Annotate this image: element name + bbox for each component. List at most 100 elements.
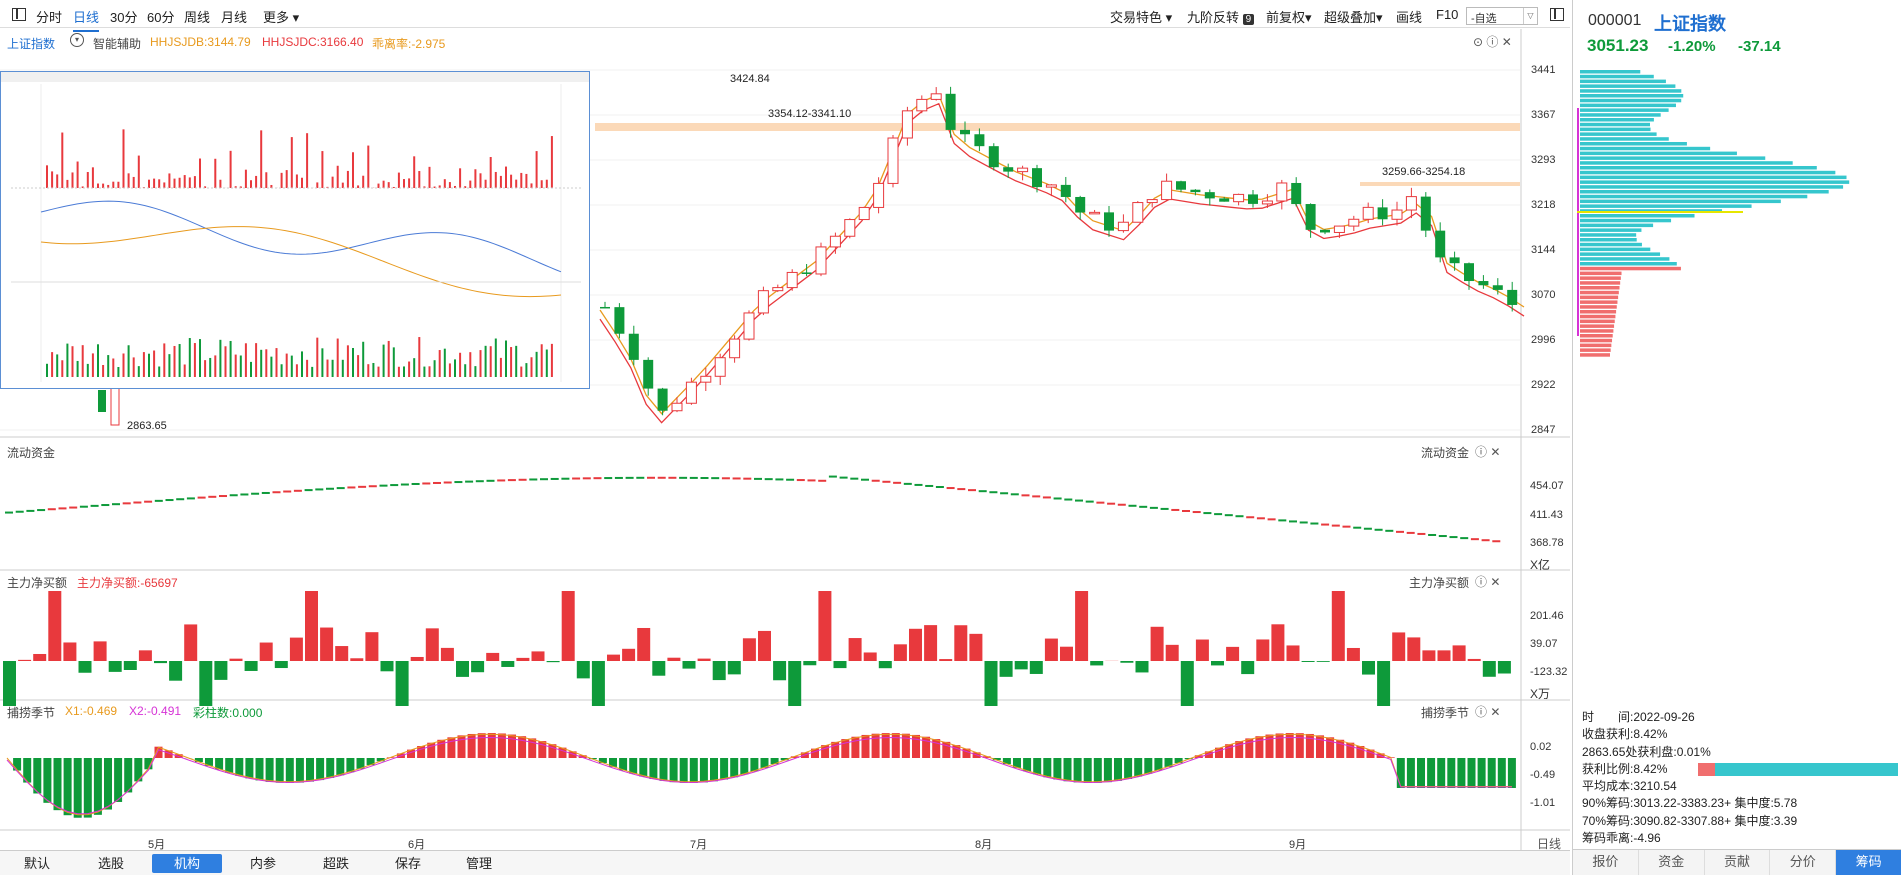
bottom-tab-default[interactable]: 默认 — [23, 856, 50, 871]
overlay-menu[interactable]: 超级叠加▾ — [1324, 10, 1383, 25]
top-toolbar: 分时 日线 30分 60分 周线 月线 更多 ▾ 交易特色 ▾ 九阶反转 9 前… — [0, 0, 1570, 32]
chip-info-bias: 筹码乖离:-4.96 — [1582, 831, 1661, 846]
bottom-tab-select[interactable]: 选股 — [97, 856, 124, 871]
sidebar-toggle-icon[interactable] — [1550, 8, 1564, 21]
mainflow-title-right: 主力净买额 — [1409, 576, 1470, 590]
intraday-preview-popup[interactable] — [0, 71, 590, 389]
bottom-tab-institution[interactable]: 机构 — [152, 854, 222, 873]
season-bar — [1346, 742, 1355, 758]
inset-volume-bar — [479, 350, 482, 377]
mainflow-bar — [773, 661, 787, 681]
inset-bar — [530, 183, 533, 188]
chip-bar — [1580, 161, 1793, 165]
season-bar — [255, 758, 264, 781]
liquidity-mark — [978, 490, 987, 493]
mainflow-bar — [893, 644, 907, 661]
bottom-tab-save[interactable]: 保存 — [394, 856, 421, 871]
period-tab-30min[interactable]: 30分 — [110, 10, 138, 25]
assist-toggle-icon[interactable]: ▾ — [70, 33, 84, 47]
season-bar — [821, 745, 830, 758]
candle-up — [1391, 209, 1403, 220]
mainflow-controls-icon[interactable]: ⓘ ✕ — [1475, 575, 1501, 589]
inset-bar — [306, 133, 309, 188]
season-bar — [598, 758, 607, 764]
bottom-tab-manage[interactable]: 管理 — [465, 856, 492, 871]
liquidity-mark — [186, 497, 195, 500]
side-tab-quote[interactable]: 报价 — [1573, 850, 1639, 875]
liquidity-mark — [336, 487, 345, 490]
season-bar — [1002, 758, 1011, 765]
mainflow-bar — [1120, 661, 1134, 663]
liquidity-mark — [1278, 519, 1287, 522]
season-controls-icon[interactable]: ⓘ ✕ — [1475, 705, 1501, 719]
more-dropdown[interactable]: 更多 ▾ — [263, 10, 300, 25]
side-tab-chips[interactable]: 筹码 — [1836, 850, 1901, 875]
mainflow-bar — [984, 661, 998, 706]
chip-bar — [1580, 281, 1621, 285]
liquidity-mark — [743, 477, 752, 480]
season-bar — [528, 738, 537, 758]
chip-bar — [1580, 348, 1611, 352]
season-bar — [447, 737, 456, 758]
mainflow-bar — [1286, 645, 1300, 661]
liquidity-controls-icon[interactable]: ⓘ ✕ — [1475, 445, 1501, 459]
inset-volume-bar — [107, 355, 110, 377]
f10-button[interactable]: F10 — [1436, 7, 1459, 22]
period-tab-weekly[interactable]: 周线 — [184, 10, 211, 25]
candle-down — [801, 272, 812, 274]
candle-down — [657, 388, 668, 411]
chevron-down-icon[interactable]: ▽ — [1523, 8, 1537, 24]
inset-bar — [214, 158, 217, 188]
liquidity-mark — [358, 485, 367, 488]
liquidity-mark — [208, 495, 217, 498]
liquidity-mark — [1075, 499, 1083, 502]
inset-bar — [56, 174, 59, 188]
period-tab-60min[interactable]: 60分 — [147, 10, 175, 25]
panel-controls-icon[interactable]: ⊙ ⓘ ✕ — [1473, 35, 1512, 49]
period-tab-daily[interactable]: 日线 — [73, 7, 100, 32]
inset-volume-bar — [515, 345, 518, 377]
main-chart[interactable] — [0, 0, 1570, 850]
inset-volume-bar — [535, 351, 538, 377]
side-tab-funds[interactable]: 资金 — [1638, 850, 1705, 875]
mainflow-bar — [1165, 644, 1179, 661]
candle-down — [945, 93, 956, 130]
season-bar — [194, 758, 203, 763]
side-tab-contrib[interactable]: 贡献 — [1704, 850, 1771, 875]
liquidity-mark — [1214, 513, 1223, 516]
mainflow-bar — [1256, 639, 1270, 661]
inset-bar — [137, 155, 140, 188]
adjust-menu[interactable]: 前复权▾ — [1266, 10, 1312, 25]
mainflow-bar — [1316, 661, 1330, 662]
side-tab-price[interactable]: 分价 — [1770, 850, 1837, 875]
bottom-tab-oversold[interactable]: 超跌 — [322, 856, 349, 871]
inset-bar — [168, 173, 171, 188]
liquidity-mark — [26, 509, 35, 512]
draw-line-button[interactable]: 画线 — [1396, 10, 1423, 25]
nine-reversal-menu[interactable]: 九阶反转 9 — [1187, 7, 1255, 26]
layout-toggle-icon[interactable] — [12, 8, 26, 21]
liquidity-mark — [1449, 536, 1458, 539]
liquidity-mark — [1299, 521, 1308, 524]
season-bar — [497, 733, 506, 758]
inset-bar — [86, 172, 89, 188]
inset-volume-bar — [66, 343, 69, 377]
liquidity-mark — [572, 477, 581, 480]
period-tab-monthly[interactable]: 月线 — [221, 10, 248, 25]
period-tab-fenshi[interactable]: 分时 — [36, 10, 63, 25]
inset-bar — [295, 174, 298, 188]
chip-bar — [1580, 324, 1615, 328]
season-bar — [104, 758, 112, 810]
mainflow-bar — [456, 661, 469, 677]
liquidity-mark — [486, 479, 495, 482]
liquidity-mark — [347, 486, 356, 489]
inset-bar — [102, 183, 105, 188]
mainflow-bar — [863, 652, 877, 661]
bottom-tab-insider[interactable]: 内参 — [249, 856, 276, 871]
trade-feature-menu[interactable]: 交易特色 ▾ — [1110, 10, 1173, 25]
mainflow-bar — [365, 632, 379, 661]
inset-volume-bar — [219, 339, 222, 377]
watchlist-select[interactable]: -自选 ▽ — [1466, 7, 1538, 25]
inset-bar — [132, 176, 135, 188]
inset-volume-bar — [418, 337, 421, 377]
